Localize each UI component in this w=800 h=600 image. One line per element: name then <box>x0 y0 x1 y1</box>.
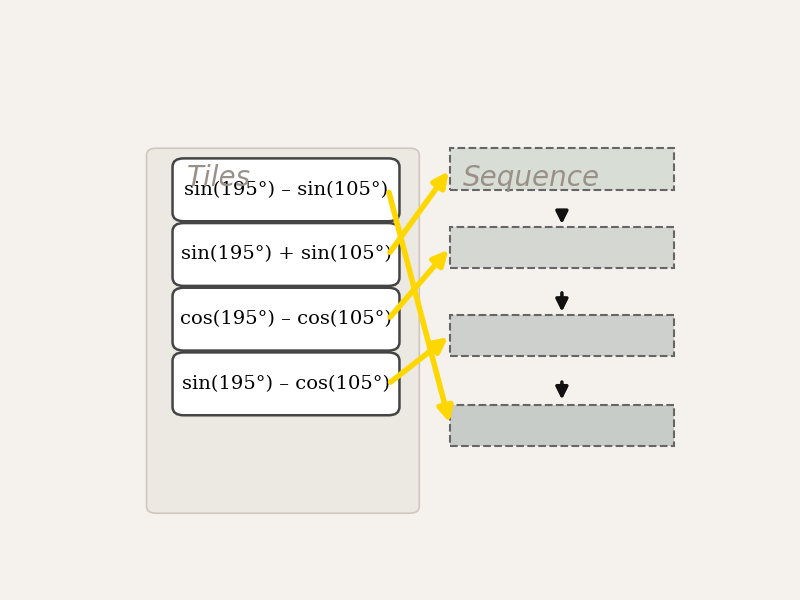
FancyBboxPatch shape <box>173 288 399 350</box>
Text: sin(195°) – cos(105°): sin(195°) – cos(105°) <box>182 375 390 393</box>
FancyBboxPatch shape <box>173 158 399 221</box>
Text: Tiles: Tiles <box>187 164 251 192</box>
FancyBboxPatch shape <box>450 314 674 356</box>
FancyBboxPatch shape <box>173 352 399 415</box>
Text: sin(195°) – sin(105°): sin(195°) – sin(105°) <box>184 181 388 199</box>
FancyBboxPatch shape <box>173 223 399 286</box>
FancyBboxPatch shape <box>450 404 674 446</box>
FancyBboxPatch shape <box>450 227 674 268</box>
FancyBboxPatch shape <box>146 148 419 513</box>
Text: cos(195°) – cos(105°): cos(195°) – cos(105°) <box>180 310 392 328</box>
Text: sin(195°) + sin(105°): sin(195°) + sin(105°) <box>181 245 391 263</box>
FancyBboxPatch shape <box>450 148 674 190</box>
Text: Sequence: Sequence <box>462 164 600 192</box>
